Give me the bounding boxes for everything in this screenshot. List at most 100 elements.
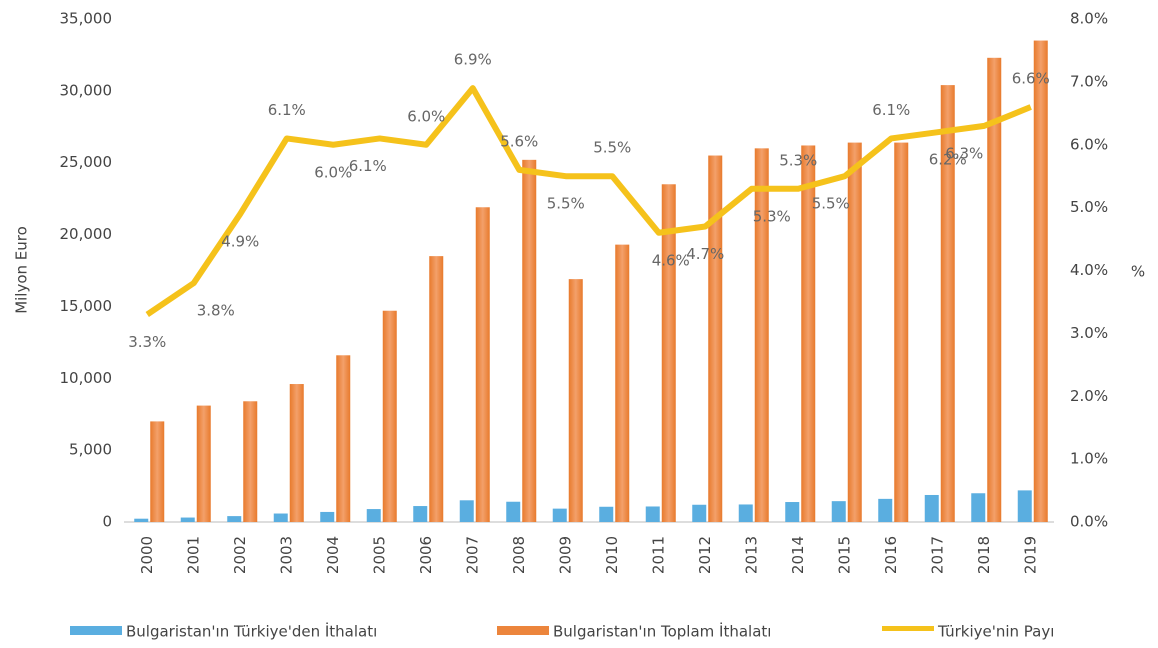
bar [243,401,258,522]
x-tick-label: 2014 [789,536,807,574]
y2-tick-label: 3.0% [1070,324,1108,342]
legend-swatch [882,626,934,631]
bar [738,504,753,522]
bar [692,504,707,522]
legend-label: Türkiye'nin Payı [937,623,1054,641]
bar [847,142,862,522]
x-tick-label: 2006 [417,536,435,574]
bar [552,508,567,522]
x-tick-label: 2013 [742,536,760,574]
data-label: 6.2% [929,151,967,169]
bar [320,511,335,522]
bar [1033,40,1048,523]
y2-tick-label: 8.0% [1070,10,1108,28]
x-tick-label: 2004 [324,536,342,574]
y-tick-label: 10,000 [60,369,113,387]
bar [150,421,165,522]
x-tick-label: 2017 [928,536,946,574]
bar [522,159,537,522]
bar [429,256,444,522]
bar [645,506,660,522]
data-label: 6.3% [945,144,983,162]
y-tick-label: 35,000 [60,10,113,28]
bar [336,355,351,522]
y2-tick-label: 5.0% [1070,198,1108,216]
data-label: 4.6% [652,251,690,269]
x-tick-label: 2018 [975,536,993,574]
bar [924,494,939,522]
bar [227,516,242,522]
y2-tick-label: 4.0% [1070,261,1108,279]
y-axis-label: Milyon Euro [13,226,31,314]
legend-label: Bulgaristan'ın Türkiye'den İthalatı [126,622,377,641]
y2-tick-label: 0.0% [1070,513,1108,531]
y2-tick-label: 6.0% [1070,135,1108,153]
data-label: 3.8% [197,302,235,320]
bar [831,501,846,522]
data-label: 6.9% [454,51,492,69]
data-label: 5.3% [779,151,817,169]
bar [196,405,211,522]
data-label: 5.6% [500,132,538,150]
bar [273,513,288,522]
y-tick-label: 15,000 [60,297,113,315]
bar [506,501,521,522]
bar [878,498,893,522]
data-label: 6.1% [872,101,910,119]
bar [459,500,474,522]
data-label: 5.5% [593,139,631,157]
bar [599,506,614,522]
y2-axis-label: % [1131,263,1145,281]
bar [615,244,630,523]
bar [568,279,583,522]
data-label: 4.7% [686,245,724,263]
data-label: 4.9% [221,232,259,250]
legend-label: Bulgaristan'ın Toplam İthalatı [553,622,771,641]
bar [1017,490,1032,522]
data-label: 6.1% [349,157,387,175]
y-tick-label: 30,000 [60,81,113,99]
x-tick-label: 2003 [277,536,295,574]
x-tick-label: 2000 [138,536,156,574]
bar [382,310,397,522]
data-label: 6.0% [407,107,445,125]
legend-swatch [497,626,549,635]
bar [754,148,769,523]
x-tick-label: 2007 [463,536,481,574]
x-tick-label: 2005 [370,536,388,574]
x-tick-label: 2008 [510,536,528,574]
x-tick-label: 2012 [696,536,714,574]
y2-tick-label: 7.0% [1070,72,1108,90]
bar [971,493,986,522]
x-tick-label: 2002 [231,536,249,574]
bar [413,506,428,522]
bar [134,518,149,522]
bar [987,57,1002,522]
data-label: 6.6% [1012,70,1050,88]
bar [366,509,381,522]
x-tick-label: 2019 [1021,536,1039,574]
line [145,85,1032,317]
bar [785,502,800,522]
x-tick-label: 2001 [184,536,202,574]
x-tick-label: 2015 [835,536,853,574]
data-label: 5.5% [812,195,850,213]
data-label: 6.1% [268,101,306,119]
data-label: 3.3% [128,333,166,351]
bar [180,517,195,522]
bar [940,85,955,522]
bar [661,184,676,522]
bar [801,145,816,522]
data-label: 5.3% [753,207,791,225]
bar [894,142,909,522]
x-tick-label: 2016 [882,536,900,574]
y-tick-label: 0 [102,513,112,531]
y-tick-label: 5,000 [69,441,112,459]
x-tick-label: 2009 [556,536,574,574]
x-tick-label: 2010 [603,536,621,574]
y-tick-label: 20,000 [60,225,113,243]
x-tick-label: 2011 [649,536,667,574]
legend-swatch [70,626,122,635]
bar [475,207,490,522]
